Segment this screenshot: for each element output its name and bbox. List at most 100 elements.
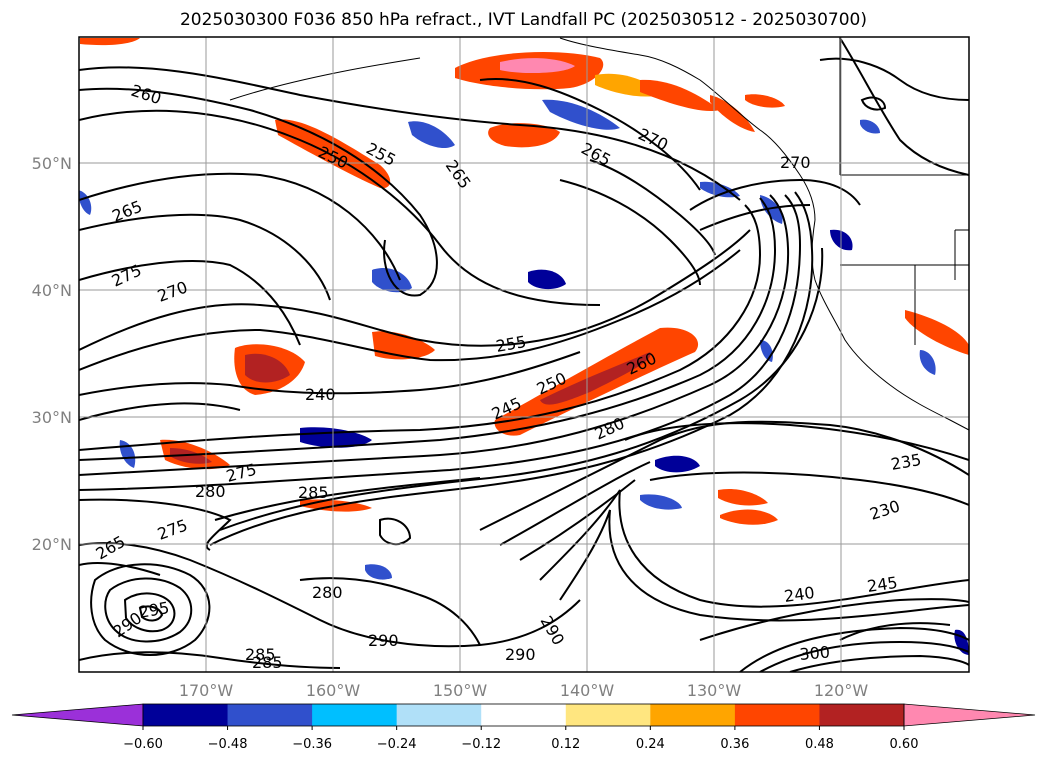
contour-line	[649, 471, 969, 506]
colorbar-bin	[650, 704, 736, 726]
contour-label: 285	[245, 645, 276, 664]
colorbar-bin	[734, 704, 820, 726]
warm-patch	[245, 353, 290, 383]
contour-line	[79, 402, 241, 421]
colorbar-tick-label: 0.36	[720, 737, 749, 752]
colorbar-bin	[481, 704, 567, 726]
contour-line	[759, 640, 969, 672]
warm-patch	[905, 310, 969, 355]
contour-line	[79, 498, 232, 551]
cool-patch	[655, 455, 700, 473]
contour-line	[79, 172, 401, 281]
lat-label-20n: 20°N	[32, 535, 72, 554]
colorbar-bin	[227, 704, 313, 726]
lat-label-30n: 30°N	[32, 408, 72, 427]
contour-line	[79, 66, 741, 201]
cool-patch	[860, 119, 880, 134]
lon-label-140w: 140°W	[560, 681, 615, 700]
longitude-labels: 170°W 160°W 150°W 140°W 130°W 120°W	[179, 681, 869, 700]
coastline	[559, 37, 816, 221]
contour-label: 270	[780, 153, 811, 172]
contour-line	[79, 197, 777, 461]
contour-line	[79, 87, 438, 297]
coastlines	[229, 37, 969, 431]
cool-patch	[700, 181, 740, 198]
contour-line	[499, 461, 651, 546]
colorbar-border	[142, 703, 905, 727]
colorbar-bin	[143, 704, 229, 726]
contour-label: 280	[312, 583, 343, 602]
lon-label-120w: 120°W	[814, 681, 869, 700]
contour-line	[79, 229, 751, 351]
contour-label: 285	[252, 653, 283, 672]
lon-label-130w: 130°W	[687, 681, 742, 700]
contour-line	[860, 96, 887, 111]
lon-label-170w: 170°W	[179, 681, 234, 700]
colorbar-tick-label: −0.24	[377, 737, 417, 752]
colorbar-tick-label: −0.36	[292, 737, 332, 752]
colorbar-tick-label: 0.12	[551, 737, 580, 752]
contour-line	[559, 509, 969, 622]
contour-line	[819, 57, 969, 101]
contour-line	[79, 562, 161, 576]
contour-line	[79, 109, 601, 306]
contour-label: 285	[298, 483, 329, 502]
colorbar-tick-label: −0.60	[123, 737, 163, 752]
lat-label-50n: 50°N	[32, 154, 72, 173]
contour-line	[699, 598, 969, 641]
cool-patch	[79, 190, 92, 215]
contour-label: 245	[866, 573, 899, 596]
warm-patch	[80, 38, 140, 46]
contour-line	[90, 563, 211, 656]
colorbar-bin	[819, 704, 905, 726]
colorbar-tick-label: 0.24	[636, 737, 665, 752]
contour-label: 290	[368, 631, 399, 650]
lat-label-40n: 40°N	[32, 281, 72, 300]
lon-label-150w: 150°W	[433, 681, 488, 700]
colorbar-bin	[396, 704, 482, 726]
contour-line	[123, 592, 176, 633]
cool-patch	[640, 494, 682, 510]
contour-line	[79, 651, 341, 669]
cool-patch	[919, 350, 936, 375]
contour-line	[789, 654, 969, 672]
colorbar-bin	[565, 704, 651, 726]
lon-label-160w: 160°W	[306, 681, 361, 700]
latitude-labels: 50°N 40°N 30°N 20°N	[32, 154, 72, 554]
coastline	[811, 219, 969, 431]
contour-line	[699, 204, 811, 231]
contour-line	[79, 194, 790, 476]
coastline	[229, 57, 421, 101]
contour-line	[79, 260, 301, 346]
cool-patch	[408, 121, 455, 149]
contour-label: 240	[783, 583, 816, 606]
warm-patch	[745, 94, 785, 108]
cool-patch	[760, 195, 783, 224]
contour-line	[79, 351, 581, 396]
warm-patch	[640, 79, 720, 111]
colorbar-over-arrow	[903, 703, 1036, 727]
contour-line	[104, 577, 193, 643]
contour-line	[214, 477, 481, 521]
contour-line	[79, 542, 581, 648]
warm-patch	[488, 123, 560, 148]
warm-patch	[540, 352, 651, 405]
contour-line	[839, 37, 969, 176]
contour-line	[79, 249, 741, 371]
contour-line	[219, 247, 824, 531]
colorbar-tick-label: −0.48	[208, 737, 248, 752]
contour-label: 280	[195, 482, 226, 501]
contour-line	[589, 159, 716, 256]
map-border	[78, 36, 970, 673]
contour-line	[839, 622, 951, 641]
contour-line	[138, 605, 164, 622]
warm-patch	[718, 488, 768, 506]
contour-line	[559, 179, 701, 286]
cool-patch	[542, 99, 620, 130]
warm-patch	[500, 58, 575, 74]
graticule	[79, 37, 969, 672]
contour-label: 300	[799, 642, 831, 664]
colorbar-tick-label: 0.48	[805, 737, 834, 752]
colorbar-bin	[312, 704, 398, 726]
